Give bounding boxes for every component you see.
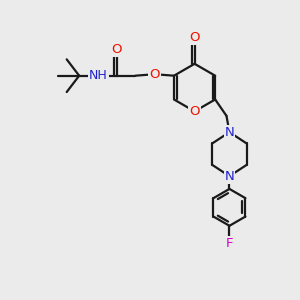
Text: O: O	[112, 43, 122, 56]
Text: N: N	[225, 126, 234, 139]
Text: O: O	[149, 68, 160, 81]
Text: F: F	[226, 237, 233, 250]
Text: O: O	[189, 105, 200, 118]
Text: O: O	[189, 31, 200, 44]
Text: N: N	[225, 170, 234, 183]
Text: NH: NH	[89, 69, 108, 82]
